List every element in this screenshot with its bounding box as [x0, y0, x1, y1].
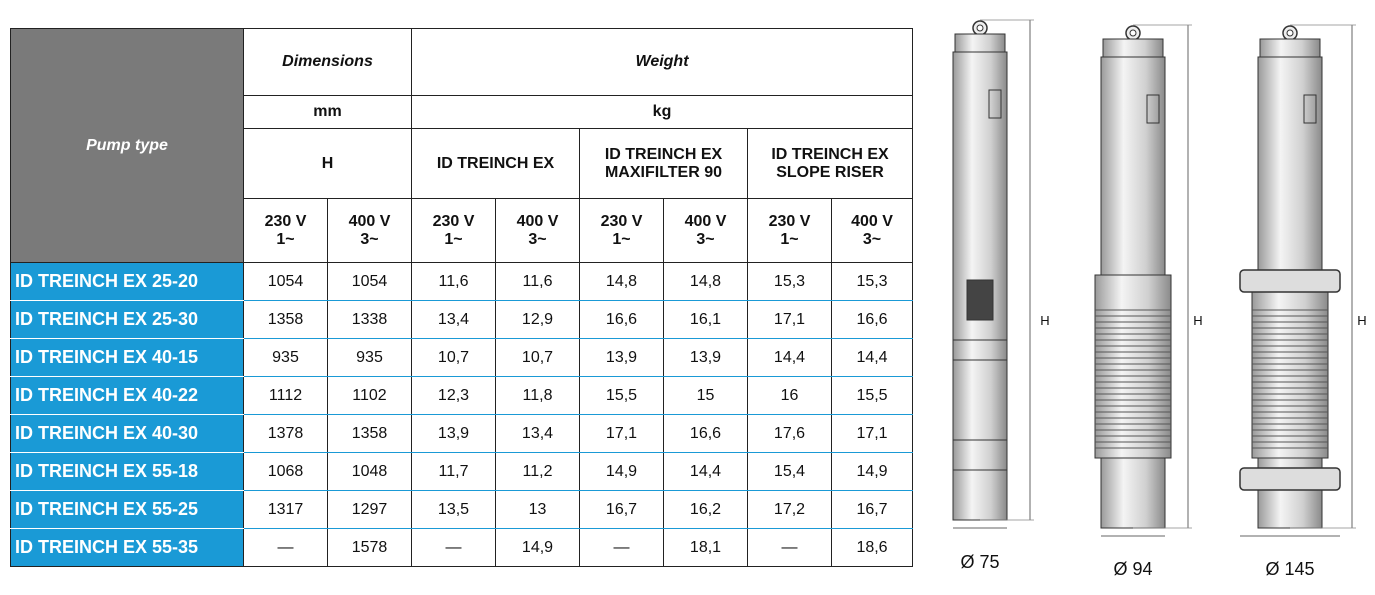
pumps — [952, 19, 1356, 537]
value-cell: 13,4 — [495, 414, 580, 453]
value-cell: 16 — [747, 376, 832, 415]
value-cell: — — [579, 528, 664, 567]
table-body: ID TREINCH EX 25-20 1054 1054 11,6 11,6 14,8 1… — [10, 262, 914, 567]
value-cell: 11,7 — [411, 452, 496, 491]
clamp — [1239, 467, 1341, 491]
header-cell: 400 V 3~ — [327, 198, 412, 263]
header-cell: ID TREINCH EX — [411, 128, 580, 199]
value-cell: 17,2 — [747, 490, 832, 529]
height-label: H — [1040, 313, 1049, 328]
value-cell: 1358 — [327, 414, 412, 453]
table-row: ID TREINCH EX 55-25 1317 1297 13,5 13 16,7 16,… — [10, 490, 914, 529]
header-cell: 230 V 1~ — [579, 198, 664, 263]
pump-name: ID TREINCH EX 40-30 — [10, 414, 244, 453]
value-cell: 16,6 — [830, 300, 914, 339]
pump-name: ID TREINCH EX 55-25 — [10, 490, 244, 529]
diameter-label: Ø 94 — [1113, 559, 1152, 579]
pump-head — [1259, 38, 1321, 58]
header-cell: mm — [243, 95, 412, 129]
filter-sleeve — [1251, 274, 1329, 459]
value-cell: 13,4 — [411, 300, 496, 339]
table-row: ID TREINCH EX 55-18 1068 1048 11,7 11,2 14,9 1… — [10, 452, 914, 491]
pump-head — [1102, 38, 1164, 58]
pump-name: ID TREINCH EX 40-22 — [10, 376, 244, 415]
pump-name: ID TREINCH EX 55-35 — [10, 528, 244, 567]
value-cell: 11,8 — [495, 376, 580, 415]
value-cell: 15,3 — [747, 262, 832, 301]
header-cell: 400 V 3~ — [830, 198, 914, 263]
value-cell: 18,6 — [830, 528, 914, 567]
value-cell: 1048 — [327, 452, 412, 491]
pump-name: ID TREINCH EX 40-15 — [10, 338, 244, 377]
value-cell: 17,1 — [579, 414, 664, 453]
value-cell: 1054 — [327, 262, 412, 301]
label-plate — [1303, 94, 1317, 124]
value-cell: 15 — [663, 376, 748, 415]
intake-screen — [966, 279, 994, 321]
height-label: H — [1357, 313, 1366, 328]
value-cell: 1378 — [243, 414, 328, 453]
label-plate — [1146, 94, 1160, 124]
value-cell: — — [411, 528, 496, 567]
value-cell: 1102 — [327, 376, 412, 415]
value-cell: 16,7 — [830, 490, 914, 529]
header-cell: H — [243, 128, 412, 199]
pump-name: ID TREINCH EX 25-20 — [10, 262, 244, 301]
diameter-label: Ø 75 — [960, 552, 999, 572]
clamp — [1239, 269, 1341, 293]
spec-table: Pump type Dimensions Weight mm kg H ID T… — [10, 28, 914, 567]
value-cell: 15,5 — [579, 376, 664, 415]
table-row: ID TREINCH EX 25-30 1358 1338 13,4 12,9 16,6 1… — [10, 300, 914, 339]
value-cell: 13,9 — [663, 338, 748, 377]
value-cell: 16,6 — [579, 300, 664, 339]
table-row: ID TREINCH EX 25-20 1054 1054 11,6 11,6 14,8 1… — [10, 262, 914, 301]
table-row: ID TREINCH EX 40-30 1378 1358 13,9 13,4 17,1 1… — [10, 414, 914, 453]
header-cell: 230 V 1~ — [411, 198, 496, 263]
header-cell: 400 V 3~ — [495, 198, 580, 263]
value-cell: 14,4 — [663, 452, 748, 491]
value-cell: 16,1 — [663, 300, 748, 339]
value-cell: 18,1 — [663, 528, 748, 567]
header-cell: 400 V 3~ — [663, 198, 748, 263]
value-cell: 14,8 — [579, 262, 664, 301]
lifting-eye — [1286, 29, 1294, 37]
value-cell: 13,9 — [579, 338, 664, 377]
value-cell: 14,8 — [663, 262, 748, 301]
value-cell: 1297 — [327, 490, 412, 529]
value-cell: 15,3 — [830, 262, 914, 301]
lifting-eye — [976, 24, 984, 32]
value-cell: 17,1 — [747, 300, 832, 339]
value-cell: 10,7 — [495, 338, 580, 377]
value-cell: 16,2 — [663, 490, 748, 529]
table-row: ID TREINCH EX 40-15 935 935 10,7 10,7 13,9 13,… — [10, 338, 914, 377]
pump-name: ID TREINCH EX 25-30 — [10, 300, 244, 339]
value-cell: 13,9 — [411, 414, 496, 453]
height-label: H — [1193, 313, 1202, 328]
value-cell: 11,6 — [411, 262, 496, 301]
value-cell: 12,3 — [411, 376, 496, 415]
pump-head — [954, 33, 1006, 53]
label-plate — [988, 89, 1002, 119]
table-row: ID TREINCH EX 55-35—1578—14,9—18,1—18,6 — [10, 528, 914, 567]
filter-sleeve — [1094, 274, 1172, 459]
header-cell: Pump type — [10, 28, 244, 263]
header-cell: ID TREINCH EX SLOPE RISER — [746, 128, 914, 199]
table-row: ID TREINCH EX 40-22 1112 1102 12,3 11,8 15,5 1… — [10, 376, 914, 415]
value-cell: 935 — [327, 338, 412, 377]
diameter-label: Ø 145 — [1265, 559, 1314, 579]
header-cell: ID TREINCH EX MAXIFILTER 90 — [579, 128, 748, 199]
lifting-eye — [1129, 29, 1137, 37]
value-cell: 1578 — [327, 528, 412, 567]
value-cell: 15,4 — [747, 452, 832, 491]
value-cell: — — [747, 528, 832, 567]
